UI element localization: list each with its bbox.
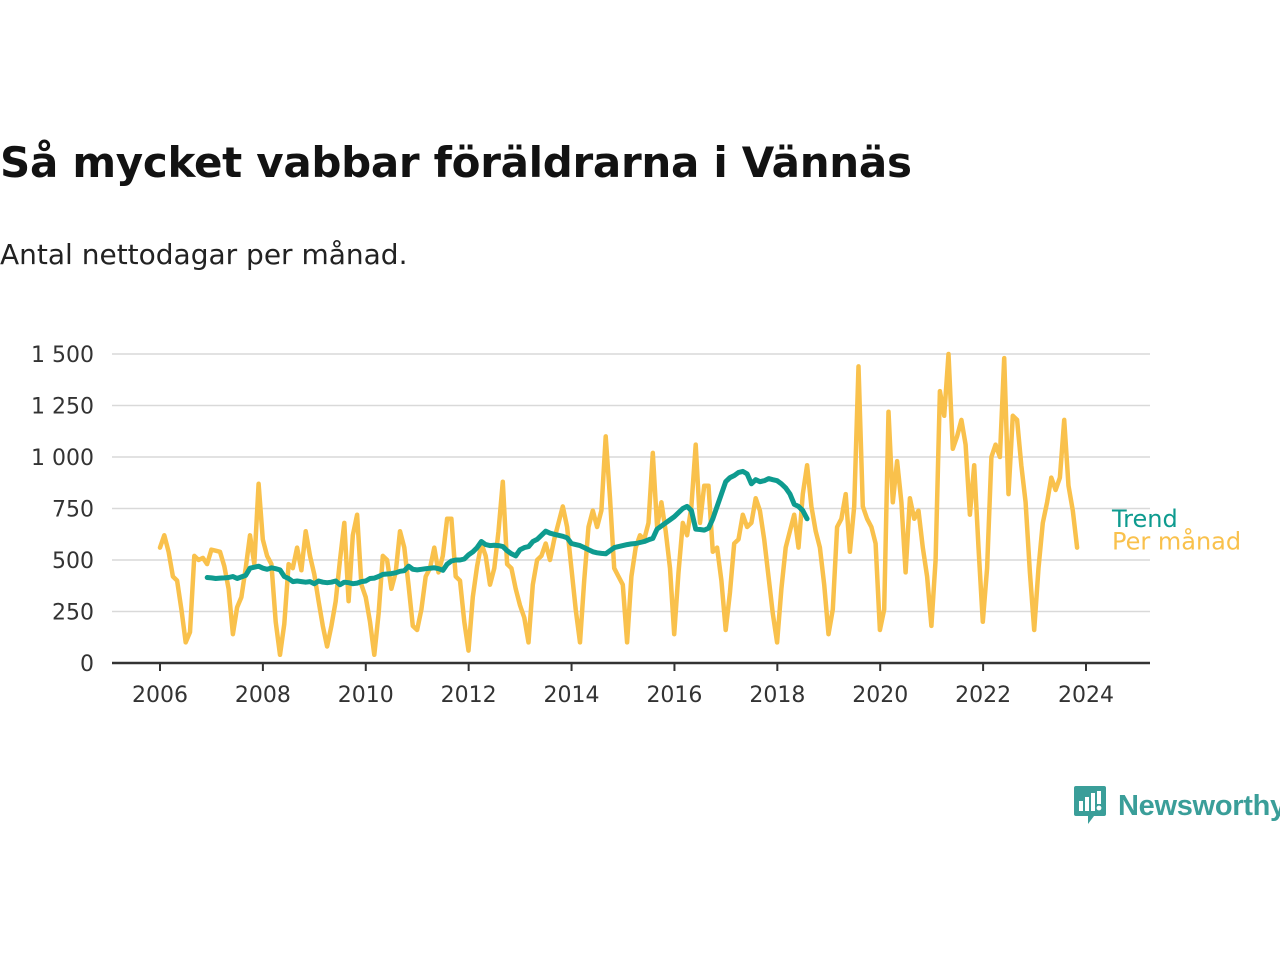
chart-title: Så mycket vabbar föräldrarna i Vännäs — [0, 138, 912, 187]
y-tick-label: 750 — [52, 498, 94, 523]
x-tick-label: 2020 — [852, 683, 908, 708]
series-line-trend — [204, 468, 810, 588]
y-tick-label: 1 500 — [31, 343, 94, 368]
grid-lines — [112, 353, 1150, 613]
series-line-per-manad — [157, 351, 1080, 658]
x-tick-label: 2016 — [646, 683, 702, 708]
y-tick-label: 1 000 — [31, 446, 94, 471]
chart-subtitle: Antal nettodagar per månad. — [0, 238, 408, 271]
y-tick-label: 500 — [52, 549, 94, 574]
y-tick-label: 1 250 — [31, 395, 94, 420]
x-tick-label: 2010 — [338, 683, 394, 708]
y-tick-label: 0 — [80, 652, 94, 677]
newsworthy-logo: Newsworthy — [1072, 784, 1280, 828]
brand-name: Newsworthy — [1118, 789, 1280, 822]
y-tick-label: 250 — [52, 601, 94, 626]
x-axis: 2006 2008 2010 2012 2014 2016 2018 2020 2022 2024 — [112, 661, 1150, 708]
x-tick-label: 2008 — [235, 683, 291, 708]
x-tick-label: 2022 — [955, 683, 1011, 708]
legend-label-trend: Trend — [1111, 505, 1178, 533]
y-axis-tick-labels: 0 250 500 750 1 000 1 250 1 500 — [31, 343, 94, 677]
x-tick-label: 2018 — [749, 683, 805, 708]
legend-label-per-manad: Per månad — [1112, 527, 1241, 556]
x-tick-label: 2012 — [441, 683, 497, 708]
newsworthy-logo-icon — [1074, 786, 1106, 824]
x-tick-label: 2014 — [544, 683, 600, 708]
x-tick-label: 2024 — [1058, 683, 1114, 708]
x-tick-label: 2006 — [132, 683, 188, 708]
